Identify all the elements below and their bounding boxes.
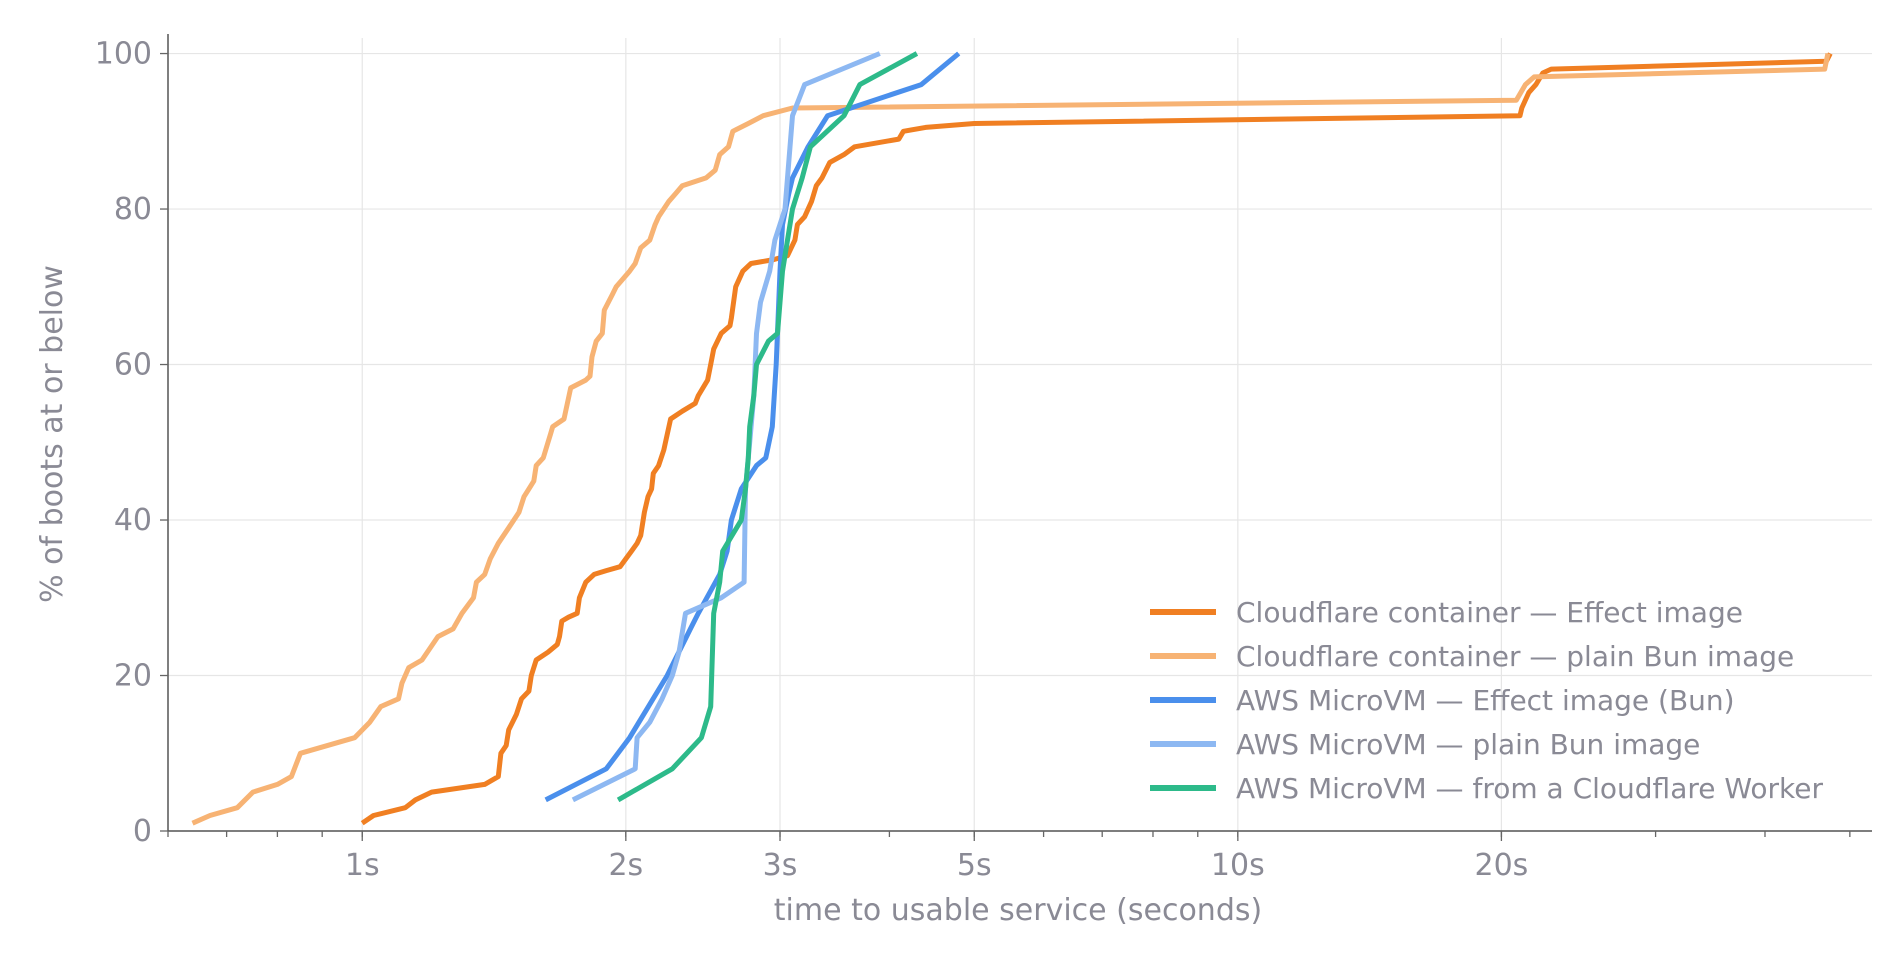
legend-label-2: Cloudflare container — plain Bun image: [1236, 640, 1794, 673]
series-lines: [191, 51, 1833, 826]
series-line-2: [191, 52, 1831, 826]
series-line-4: [571, 51, 881, 803]
x-tick-label: 10s: [1211, 848, 1265, 883]
x-tick-label: 5s: [957, 848, 992, 883]
y-tick-label: 60: [114, 348, 152, 383]
series-line-5: [616, 51, 919, 803]
legend-label-1: Cloudflare container — Effect image: [1236, 596, 1743, 629]
y-tick-label: 20: [114, 659, 152, 694]
grid: [168, 38, 1872, 832]
x-tick-label: 3s: [763, 848, 798, 883]
legend-label-5: AWS MicroVM — from a Cloudflare Worker: [1236, 772, 1824, 805]
x-tick-label: 2s: [608, 848, 643, 883]
legend-label-4: AWS MicroVM — plain Bun image: [1236, 728, 1700, 761]
y-tick-label: 40: [114, 503, 152, 538]
x-tick-label: 1s: [345, 848, 380, 883]
y-tick-label: 80: [114, 192, 152, 227]
y-tick-label: 0: [133, 814, 152, 849]
x-tick-label: 20s: [1475, 848, 1529, 883]
x-axis-title: time to usable service (seconds): [774, 893, 1262, 928]
legend: Cloudflare container — Effect image Cloud…: [1150, 596, 1824, 805]
y-axis-title: % of boots at or below: [35, 265, 70, 603]
axes: 0 20 40 60 80 100 1s 2s 3s 5s 10s 20s: [95, 34, 1872, 883]
y-tick-label: 100: [95, 37, 152, 72]
series-line-1: [360, 52, 1833, 826]
legend-label-3: AWS MicroVM — Effect image (Bun): [1236, 684, 1735, 717]
